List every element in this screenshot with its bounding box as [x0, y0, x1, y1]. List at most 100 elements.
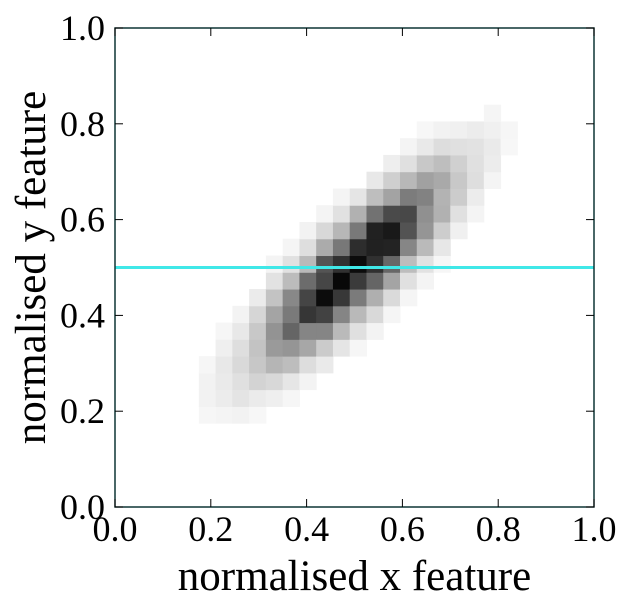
heatmap-cell — [500, 121, 518, 139]
heatmap-cells — [198, 104, 518, 424]
heatmap-cell — [232, 356, 250, 374]
heatmap-cell — [316, 322, 334, 340]
heatmap-cell — [198, 406, 217, 424]
heatmap-cell — [383, 221, 401, 240]
heatmap-cell — [249, 339, 267, 357]
heatmap-cell — [467, 154, 485, 173]
plot-frame — [114, 27, 595, 508]
heatmap-cell — [316, 255, 334, 273]
heatmap-cell — [249, 389, 267, 407]
heatmap-cell — [400, 221, 418, 240]
x-ticks: 0.0 0.2 0.4 0.6 0.8 1.0 — [93, 28, 617, 549]
heatmap-cell — [450, 121, 468, 139]
heatmap-cell — [366, 322, 384, 340]
heatmap-cell — [282, 255, 300, 273]
heatmap-cell — [349, 255, 367, 273]
heatmap-cell — [416, 154, 435, 173]
heatmap-cell — [383, 272, 401, 290]
heatmap-cell — [467, 188, 485, 206]
heatmap-cell — [416, 121, 435, 139]
heatmap-cell — [265, 356, 284, 374]
heatmap-cell — [265, 322, 284, 340]
heatmap-cell — [249, 305, 267, 324]
heatmap-cell — [467, 171, 485, 189]
x-tick-label: 0.6 — [380, 509, 425, 549]
heatmap-cell — [383, 305, 401, 324]
heatmap-cell — [282, 389, 300, 407]
heatmap-cell — [265, 255, 284, 273]
heatmap-cell — [249, 356, 267, 374]
heatmap-cell — [450, 221, 468, 240]
heatmap-cell — [483, 154, 502, 173]
heatmap-cell — [232, 305, 250, 324]
heatmap-cell — [483, 171, 502, 189]
heatmap-cell — [400, 205, 418, 223]
heatmap-cell — [349, 188, 367, 206]
heatmap-cell — [383, 154, 401, 173]
heatmap-cell — [500, 138, 518, 156]
heatmap-cell — [467, 121, 485, 139]
heatmap-cell — [366, 221, 384, 240]
heatmap-cell — [299, 221, 317, 240]
x-tick-label: 0.4 — [284, 509, 329, 549]
heatmap-cell — [332, 272, 351, 290]
heatmap-cell — [383, 289, 401, 307]
y-tick-label: 0.6 — [60, 200, 105, 240]
x-tick-label: 0.8 — [476, 509, 521, 549]
heatmap-cell — [282, 372, 300, 391]
heatmap-cell — [400, 272, 418, 290]
heatmap-cell — [249, 322, 267, 340]
heatmap-cell — [332, 322, 351, 340]
heatmap-cell — [282, 322, 300, 340]
heatmap-cell — [416, 255, 435, 273]
heatmap-cell — [232, 389, 250, 407]
heatmap-cell — [450, 205, 468, 223]
heatmap-cell — [299, 255, 317, 273]
heatmap-cell — [400, 154, 418, 173]
x-axis-label: normalised x feature — [178, 553, 531, 600]
heatmap-cell — [400, 188, 418, 206]
heatmap-cell — [416, 188, 435, 206]
heatmap-cell — [366, 238, 384, 257]
heatmap-cell — [215, 339, 233, 357]
heatmap-cell — [232, 322, 250, 340]
heatmap-cell — [299, 289, 317, 307]
heatmap-cell — [215, 322, 233, 340]
heatmap-cell — [215, 389, 233, 407]
heatmap-cell — [400, 289, 418, 307]
heatmap-cell — [450, 138, 468, 156]
heatmap-cell — [433, 255, 451, 273]
heatmap-cell — [265, 289, 284, 307]
heatmap-cell — [332, 205, 351, 223]
heatmap-cell — [483, 104, 502, 122]
heatmap-cell — [349, 205, 367, 223]
x-tick-label: 0.2 — [188, 509, 233, 549]
heatmap-cell — [249, 372, 267, 391]
heatmap-cell — [383, 238, 401, 257]
heatmap-cell — [483, 138, 502, 156]
heatmap-cell — [232, 339, 250, 357]
y-axis-label: normalised y feature — [8, 91, 55, 444]
heatmap-cell — [433, 238, 451, 257]
heatmap-cell — [467, 205, 485, 223]
heatmap-cell — [265, 389, 284, 407]
heatmap-cell — [366, 255, 384, 273]
heatmap-cell — [433, 138, 451, 156]
heatmap-cell — [433, 221, 451, 240]
heatmap-cell — [215, 356, 233, 374]
heatmap-cell — [332, 188, 351, 206]
y-tick-label: 0.0 — [60, 487, 105, 527]
heatmap-cell — [299, 322, 317, 340]
y-ticks: 0.0 0.2 0.4 0.6 0.8 1.0 — [60, 8, 594, 527]
heatmap-cell — [198, 389, 217, 407]
heatmap-cell — [249, 406, 267, 424]
heatmap-cell — [416, 272, 435, 290]
heatmap-cell — [332, 339, 351, 357]
heatmap-cell — [215, 372, 233, 391]
heatmap-cell — [400, 238, 418, 257]
heatmap-cell — [332, 305, 351, 324]
heatmap-cell — [433, 121, 451, 139]
heatmap-cell — [332, 289, 351, 307]
heatmap-cell — [366, 305, 384, 324]
